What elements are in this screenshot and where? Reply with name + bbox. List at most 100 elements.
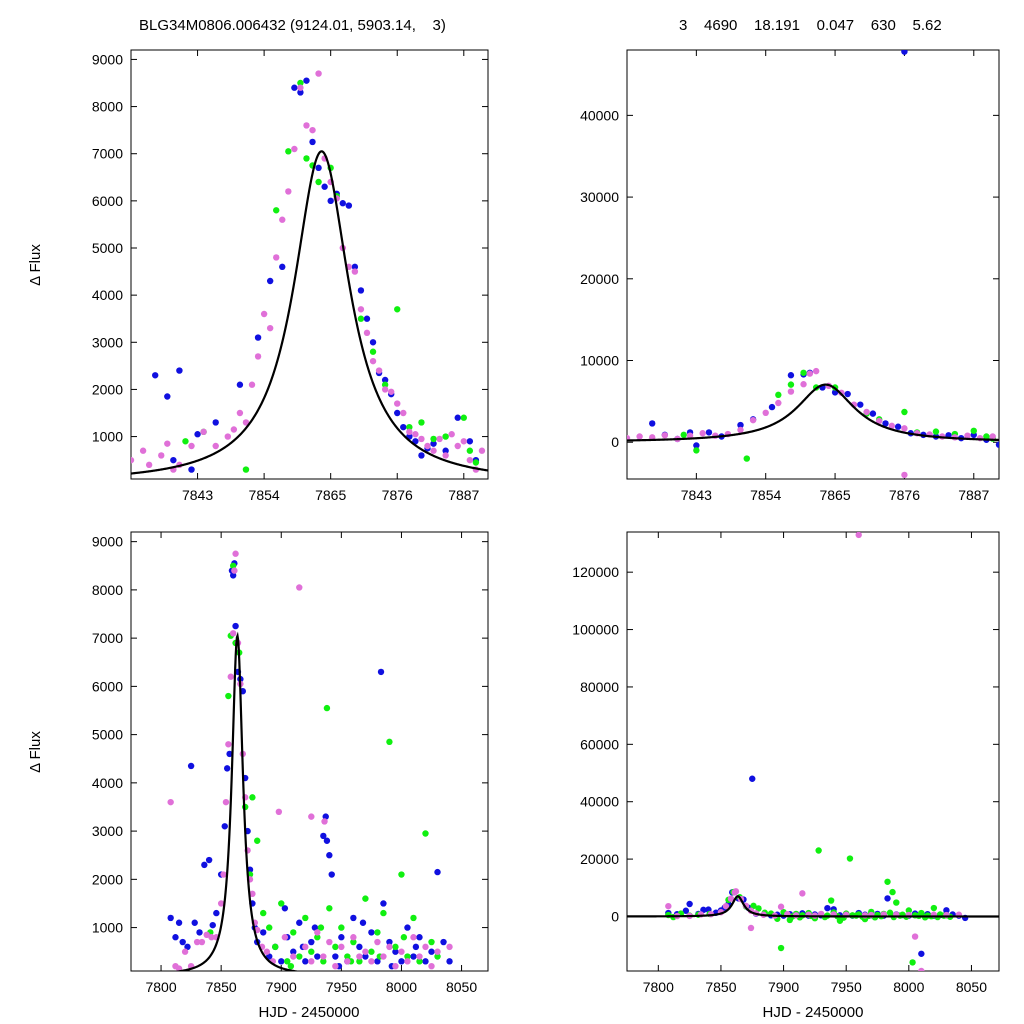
y-tick-label: 40000	[580, 107, 619, 123]
data-point-green	[901, 408, 908, 416]
data-point-pink	[208, 934, 215, 941]
data-point-blue	[394, 409, 401, 417]
data-point-pink	[181, 948, 189, 955]
data-point-green	[905, 907, 913, 914]
data-point-pink	[777, 903, 785, 910]
x-tick-label: 7887	[958, 487, 989, 503]
data-point-pink	[410, 934, 417, 941]
y-tick-label: 3000	[92, 823, 123, 839]
data-point-blue	[338, 934, 345, 941]
data-point-pink	[964, 432, 971, 439]
x-tick-label: 7900	[266, 979, 297, 995]
data-point-blue	[374, 958, 381, 965]
plot-frame	[626, 49, 1000, 480]
data-point-green	[338, 924, 345, 931]
y-tick-label: 7000	[92, 630, 123, 646]
data-point-pink	[158, 452, 165, 459]
data-point-green	[302, 914, 309, 922]
data-point-blue	[682, 907, 690, 914]
x-tick-label: 7854	[249, 487, 280, 503]
y-tick-label: 20000	[580, 271, 619, 287]
data-points	[167, 550, 453, 971]
y-tick-label: 60000	[580, 736, 619, 752]
data-point-pink	[315, 70, 322, 77]
x-tick-label: 8000	[893, 979, 924, 995]
data-point-pink	[225, 741, 232, 748]
data-point-green	[332, 943, 339, 951]
data-point-pink	[422, 943, 429, 951]
y-tick-label: 7000	[92, 146, 123, 162]
y-tick-label: 30000	[580, 189, 619, 205]
data-point-green	[970, 427, 977, 434]
data-point-pink	[296, 584, 303, 591]
data-point-pink	[303, 122, 310, 129]
data-point-green	[680, 431, 687, 439]
data-point-blue	[416, 934, 423, 941]
y-tick-label: 6000	[92, 678, 123, 694]
data-point-blue	[191, 919, 198, 926]
data-point-green	[884, 878, 891, 885]
data-point-green	[750, 902, 757, 910]
data-point-pink	[266, 324, 274, 332]
data-point-pink	[291, 145, 298, 153]
data-point-blue	[422, 958, 429, 965]
data-point-green	[787, 381, 795, 388]
data-point-blue	[787, 372, 795, 379]
data-point-pink	[787, 388, 795, 395]
data-point-pink	[188, 442, 195, 450]
data-point-green	[357, 315, 365, 322]
data-point-green	[410, 914, 417, 922]
data-point-pink	[220, 871, 227, 878]
data-point-blue	[857, 401, 864, 408]
data-point-green	[394, 306, 401, 313]
data-point-pink	[722, 902, 730, 910]
data-point-green	[775, 391, 782, 399]
data-point-pink	[309, 126, 316, 134]
data-point-pink	[380, 953, 387, 960]
data-point-blue	[164, 393, 171, 400]
data-point-blue	[321, 183, 328, 190]
x-tick-label: 7876	[889, 487, 920, 503]
data-point-green	[284, 958, 291, 965]
data-point-blue	[232, 622, 239, 630]
data-point-blue	[901, 50, 908, 55]
data-point-pink	[203, 931, 210, 939]
data-point-blue	[176, 367, 183, 374]
data-point-pink	[800, 381, 807, 388]
data-point-pink	[737, 426, 744, 434]
data-point-pink	[229, 630, 237, 637]
data-point-blue	[172, 934, 179, 941]
model-curve	[173, 631, 302, 971]
y-tick-label: 10000	[580, 353, 619, 369]
data-point-blue	[381, 376, 389, 384]
y-tick-label: 2000	[92, 381, 123, 397]
data-point-pink	[242, 419, 250, 426]
data-point-green	[416, 958, 423, 965]
data-point-green	[368, 948, 375, 955]
data-point-blue	[260, 929, 267, 936]
data-point-blue	[943, 907, 950, 914]
data-point-pink	[775, 399, 782, 407]
data-point-blue	[323, 837, 331, 844]
data-point-blue	[356, 943, 363, 951]
data-point-green	[430, 435, 437, 443]
data-point-pink	[375, 367, 383, 374]
data-point-blue	[466, 438, 474, 445]
data-point-blue	[279, 263, 286, 271]
data-point-green	[182, 438, 189, 445]
data-point-green	[886, 909, 894, 916]
data-point-blue	[869, 410, 877, 417]
data-point-blue	[254, 334, 262, 341]
data-point-pink	[436, 435, 443, 443]
data-point-green	[777, 944, 785, 952]
data-point-pink	[357, 306, 365, 313]
y-tick-label: 40000	[580, 794, 619, 810]
data-point-blue	[442, 447, 449, 454]
data-point-pink	[297, 84, 304, 91]
data-point-pink	[428, 962, 435, 970]
data-point-pink	[175, 965, 183, 971]
x-tick-label: 7843	[681, 487, 712, 503]
plot-frame	[130, 49, 489, 480]
data-point-blue	[226, 750, 233, 758]
data-point-green	[400, 934, 408, 941]
